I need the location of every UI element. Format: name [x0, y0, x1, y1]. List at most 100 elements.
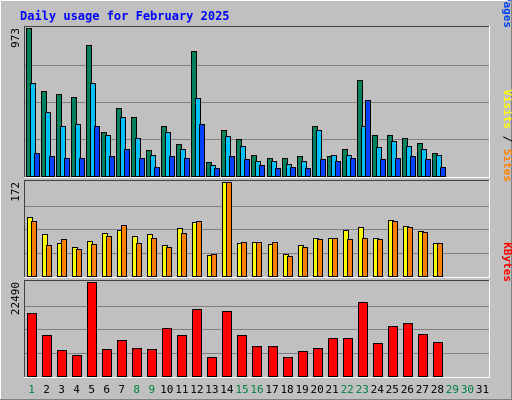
- bar-sites-day-25: [392, 221, 398, 277]
- bar-sites-day-3: [61, 239, 67, 277]
- bar-pages-day-18: [290, 167, 296, 177]
- bar-sites-day-12: [196, 221, 202, 277]
- bar-kbytes-day-26: [403, 323, 413, 377]
- bar-files-day-8: [135, 138, 141, 177]
- x-tick-label: 6: [103, 383, 110, 396]
- x-tick-label: 11: [175, 383, 188, 396]
- bar-sites-day-6: [106, 236, 112, 277]
- bar-pages-day-15: [244, 159, 250, 177]
- bar-kbytes-day-2: [42, 335, 52, 377]
- bar-sites-day-26: [407, 227, 413, 277]
- bar-kbytes-day-7: [117, 340, 127, 377]
- legend-bottom: KBytes: [501, 242, 512, 282]
- x-tick-label: 31: [476, 383, 489, 396]
- bar-kbytes-day-22: [343, 338, 353, 377]
- bar-kbytes-day-27: [418, 334, 428, 377]
- bar-kbytes-day-20: [313, 348, 323, 377]
- bar-files-day-28: [436, 155, 442, 177]
- bar-pages-day-7: [124, 149, 130, 177]
- x-tick-label: 24: [371, 383, 385, 396]
- bar-pages-day-21: [335, 161, 341, 177]
- x-tick-label: 5: [88, 383, 95, 396]
- x-tick-label: 14: [220, 383, 234, 396]
- bar-kbytes-day-3: [57, 350, 67, 377]
- bar-pages-day-14: [229, 156, 235, 177]
- bar-sites-day-28: [437, 243, 443, 277]
- bar-sites-day-24: [377, 239, 383, 277]
- bar-files-day-3: [60, 126, 66, 177]
- x-tick-label: 21: [326, 383, 339, 396]
- bar-pages-day-4: [79, 158, 85, 177]
- bar-kbytes-day-16: [252, 346, 262, 377]
- bar-pages-day-17: [275, 168, 281, 177]
- bar-sites-day-8: [136, 243, 142, 277]
- y-max-label: 172: [9, 182, 22, 202]
- bar-kbytes-day-28: [433, 342, 443, 377]
- bar-kbytes-day-5: [87, 282, 97, 377]
- bar-kbytes-day-21: [328, 338, 338, 377]
- bar-files-day-10: [165, 132, 171, 177]
- x-tick-label: 29: [446, 383, 459, 396]
- bar-kbytes-day-18: [283, 357, 293, 377]
- series-kbytes: [27, 282, 443, 377]
- bar-kbytes-day-19: [298, 351, 308, 377]
- bar-pages-day-12: [199, 124, 205, 177]
- bar-sites-day-17: [272, 242, 278, 277]
- x-tick-label: 26: [401, 383, 414, 396]
- y-max-label: 22490: [9, 282, 22, 315]
- bar-kbytes-day-10: [162, 328, 172, 377]
- x-tick-label: 17: [265, 383, 278, 396]
- bar-kbytes-day-24: [373, 343, 383, 377]
- x-tick-label: 18: [280, 383, 293, 396]
- bar-files-day-7: [120, 117, 126, 177]
- panel-middle: 172 Visits / Sites: [9, 89, 512, 278]
- x-tick-label: 12: [190, 383, 203, 396]
- bar-kbytes-day-14: [222, 311, 232, 377]
- bar-sites-day-7: [121, 225, 127, 277]
- bar-files-day-2: [45, 112, 51, 177]
- bar-files-day-4: [75, 124, 81, 177]
- x-tick-label: 10: [160, 383, 173, 396]
- legend-entry: Pages: [501, 0, 512, 28]
- series-visits: [27, 182, 439, 277]
- bar-sites-day-1: [31, 221, 37, 277]
- bar-sites-day-22: [347, 239, 353, 277]
- x-tick-label: 15: [235, 383, 248, 396]
- x-tick-label: 30: [461, 383, 474, 396]
- bar-pages-day-24: [380, 159, 386, 177]
- panel-bottom: 22490 KBytes: [9, 242, 512, 378]
- x-tick-label: 22: [341, 383, 354, 396]
- bar-sites-day-11: [181, 233, 187, 277]
- bar-pages-day-26: [410, 156, 416, 177]
- bar-pages-day-3: [64, 158, 70, 177]
- series-sites: [31, 182, 443, 277]
- x-tick-label: 25: [386, 383, 399, 396]
- bar-files-day-9: [150, 155, 156, 177]
- legend-entry: KBytes: [501, 242, 512, 282]
- x-tick-label: 13: [205, 383, 218, 396]
- bar-kbytes-day-13: [207, 357, 217, 377]
- bar-kbytes-day-6: [102, 349, 112, 377]
- bar-sites-day-19: [302, 247, 308, 277]
- legend-entry: Visits: [501, 89, 512, 129]
- bar-sites-day-14: [226, 182, 232, 277]
- bar-pages-day-13: [214, 168, 220, 177]
- bar-sites-day-21: [332, 238, 338, 277]
- bar-pages-day-1: [34, 153, 40, 177]
- x-tick-label: 7: [118, 383, 125, 396]
- legend-entry: /: [501, 129, 512, 143]
- bar-kbytes-day-17: [268, 346, 278, 377]
- bar-pages-day-23: [365, 100, 371, 177]
- bar-pages-day-22: [350, 158, 356, 177]
- x-tick-label: 28: [431, 383, 444, 396]
- bar-kbytes-day-25: [388, 326, 398, 377]
- bar-sites-day-2: [46, 245, 52, 277]
- bar-sites-day-23: [362, 238, 368, 277]
- bar-sites-day-13: [211, 254, 217, 277]
- legend-middle: Visits / Sites: [501, 89, 512, 182]
- chart-title: Daily usage for February 2025: [20, 9, 230, 23]
- x-tick-label: 4: [73, 383, 80, 396]
- x-tick-label: 2: [43, 383, 50, 396]
- bar-kbytes-day-4: [72, 355, 82, 377]
- bar-kbytes-day-15: [237, 335, 247, 377]
